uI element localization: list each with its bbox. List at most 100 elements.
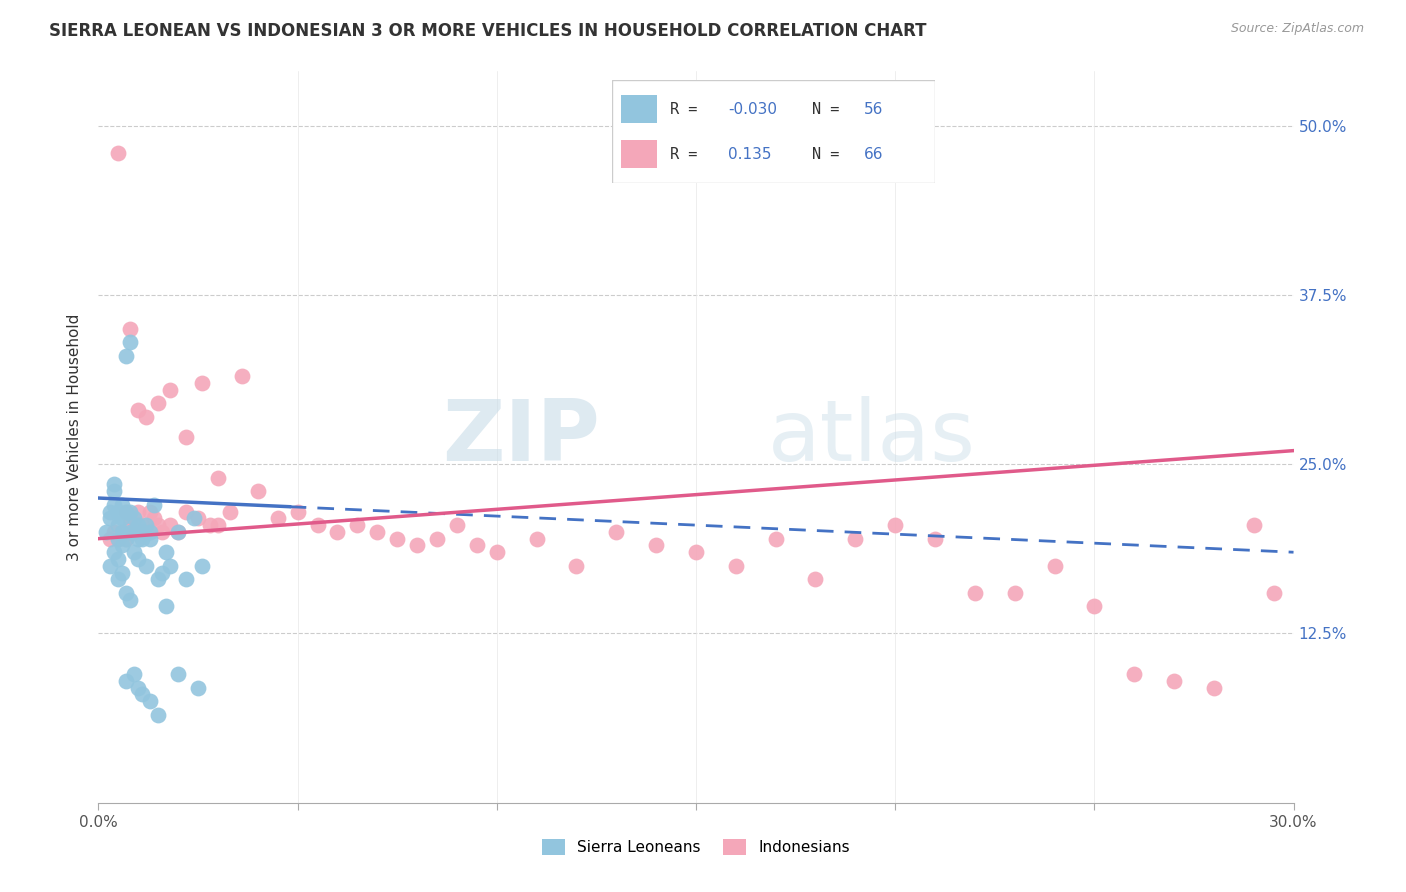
FancyBboxPatch shape [612, 80, 935, 183]
Point [187, 511, 209, 525]
Point [565, 558, 588, 573]
Y-axis label: 3 or more Vehicles in Household: 3 or more Vehicles in Household [67, 313, 83, 561]
Point [183, 511, 205, 525]
Text: atlas: atlas [768, 395, 976, 479]
Point [191, 558, 214, 573]
Point [111, 511, 134, 525]
Point [307, 518, 329, 533]
Point [103, 498, 125, 512]
Point [326, 524, 349, 539]
Point [219, 505, 242, 519]
Bar [621, 95, 657, 123]
Point [150, 566, 173, 580]
Point [287, 505, 309, 519]
Text: ZIP: ZIP [443, 395, 600, 479]
Point [124, 545, 146, 559]
Point [107, 532, 129, 546]
Point [107, 505, 129, 519]
Point [198, 518, 221, 533]
Point [120, 511, 142, 525]
Point [1202, 681, 1225, 695]
Point [115, 505, 138, 519]
Point [103, 545, 125, 559]
Point [159, 383, 181, 397]
Point [765, 532, 787, 546]
Point [685, 545, 707, 559]
Point [174, 572, 197, 586]
Point [111, 566, 134, 580]
Point [120, 524, 142, 539]
Point [115, 349, 138, 363]
Point [1123, 667, 1146, 681]
Point [124, 667, 146, 681]
Point [127, 403, 149, 417]
Point [135, 518, 157, 533]
Point [98, 505, 122, 519]
Point [139, 505, 162, 519]
Point [346, 518, 368, 533]
Point [148, 572, 170, 586]
Point [1243, 518, 1265, 533]
Point [884, 518, 907, 533]
Point [120, 592, 142, 607]
Point [120, 335, 142, 350]
Point [115, 532, 138, 546]
Point [115, 673, 138, 688]
Point [124, 511, 146, 525]
Point [148, 518, 170, 533]
Point [139, 524, 162, 539]
Point [1263, 586, 1285, 600]
Point [159, 558, 181, 573]
Point [111, 524, 134, 539]
Point [231, 369, 253, 384]
Point [159, 518, 181, 533]
Point [120, 505, 142, 519]
Point [150, 524, 173, 539]
Point [107, 572, 129, 586]
Point [111, 524, 134, 539]
Point [139, 694, 162, 708]
Text: -0.030: -0.030 [728, 102, 778, 117]
Text: 0.135: 0.135 [728, 146, 772, 161]
Point [246, 484, 269, 499]
Point [267, 511, 290, 525]
Point [96, 524, 118, 539]
Point [135, 409, 157, 424]
Point [174, 430, 197, 444]
Text: SIERRA LEONEAN VS INDONESIAN 3 OR MORE VEHICLES IN HOUSEHOLD CORRELATION CHART: SIERRA LEONEAN VS INDONESIAN 3 OR MORE V… [49, 22, 927, 40]
Point [605, 524, 627, 539]
Point [127, 505, 149, 519]
Point [207, 518, 229, 533]
Text: 56: 56 [863, 102, 883, 117]
Point [148, 396, 170, 410]
Point [155, 599, 177, 614]
Bar [621, 140, 657, 169]
Point [115, 532, 138, 546]
Point [139, 532, 162, 546]
Text: R =: R = [669, 102, 697, 117]
Point [124, 524, 146, 539]
Point [174, 505, 197, 519]
Point [1083, 599, 1105, 614]
Point [366, 524, 388, 539]
Point [167, 667, 190, 681]
Point [98, 532, 122, 546]
Point [1043, 558, 1066, 573]
Point [724, 558, 747, 573]
Point [127, 552, 149, 566]
Point [187, 681, 209, 695]
Point [120, 518, 142, 533]
Point [963, 586, 986, 600]
Point [465, 538, 488, 552]
Point [143, 511, 166, 525]
Point [155, 545, 177, 559]
Point [115, 586, 138, 600]
Point [103, 484, 125, 499]
Point [924, 532, 946, 546]
Point [103, 477, 125, 491]
Point [844, 532, 866, 546]
Point [135, 558, 157, 573]
Point [127, 681, 149, 695]
Point [385, 532, 409, 546]
Point [526, 532, 548, 546]
